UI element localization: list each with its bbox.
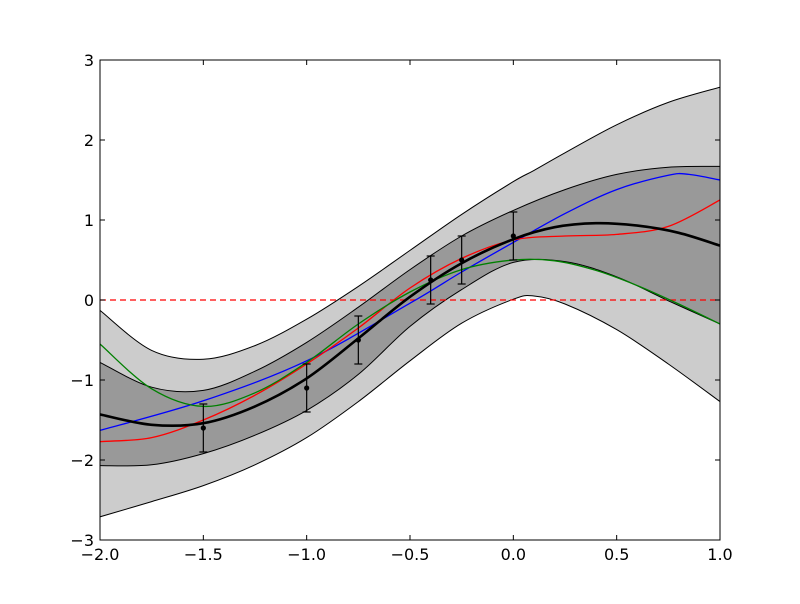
x-tick-label: −1.5 xyxy=(184,545,223,564)
axis-ticks: −2.0 −1.5 −1.0 −0.5 0.0 0.5 1.0 −3 −2 −1 0 1 2 3 xyxy=(70,51,732,564)
y-tick-label: 1 xyxy=(84,211,94,230)
y-tick-label: −2 xyxy=(70,451,94,470)
observation-point xyxy=(199,403,208,453)
y-tick-label: 0 xyxy=(84,291,94,310)
observation-point xyxy=(426,255,435,305)
mean-curve xyxy=(100,221,720,428)
x-tick-label: −2.0 xyxy=(81,545,120,564)
observation-marker xyxy=(355,337,361,343)
x-tick-label: 0.0 xyxy=(501,545,526,564)
observation-point xyxy=(509,211,518,261)
observation-point xyxy=(302,363,311,413)
observation-marker xyxy=(304,385,310,391)
observation-marker xyxy=(428,277,434,283)
sample-curve-1 xyxy=(100,172,720,432)
y-tick-label: 2 xyxy=(84,131,94,150)
observation-marker xyxy=(200,425,206,431)
y-tick-label: −1 xyxy=(70,371,94,390)
observation-point xyxy=(457,235,466,285)
plot-area xyxy=(100,86,720,518)
x-tick-label: −0.5 xyxy=(391,545,430,564)
observation-point xyxy=(354,315,363,365)
observation-marker xyxy=(459,257,465,263)
y-tick-label: 3 xyxy=(84,51,94,70)
x-tick-label: −1.0 xyxy=(287,545,326,564)
x-tick-label: 1.0 xyxy=(707,545,732,564)
observation-marker xyxy=(510,233,516,239)
x-tick-label: 0.5 xyxy=(604,545,629,564)
y-tick-label: −3 xyxy=(70,531,94,550)
